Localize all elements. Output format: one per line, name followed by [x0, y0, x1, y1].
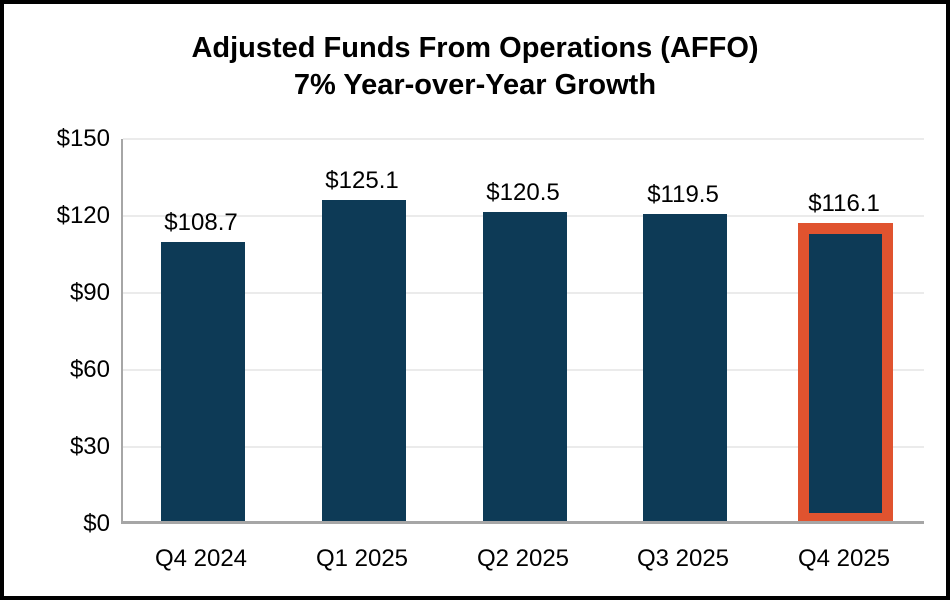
chart-title-line1: Adjusted Funds From Operations (AFFO)	[191, 32, 759, 64]
bar-q2-2025	[483, 212, 567, 521]
xtick-label-q4-2024: Q4 2024	[154, 545, 248, 572]
bar-q3-2025	[643, 214, 727, 521]
value-label-q4-2024: $108.7	[164, 209, 238, 236]
ytick-label-60: $60	[69, 356, 110, 383]
xtick-label-q1-2025: Q1 2025	[315, 545, 409, 572]
ytick-label-0: $0	[83, 510, 110, 537]
ytick-label-30: $30	[69, 433, 110, 460]
xtick-label-q4-2025: Q4 2025	[797, 545, 891, 572]
value-label-q3-2025: $119.5	[647, 181, 719, 208]
bar-highlighted-q4-2025	[798, 223, 893, 521]
ytick-label-90: $90	[69, 279, 110, 306]
bar-q4-2024	[161, 242, 245, 521]
value-label-q1-2025: $125.1	[325, 167, 399, 194]
value-label-q2-2025: $120.5	[486, 179, 560, 206]
plot-area	[121, 138, 924, 524]
xtick-label-q2-2025: Q2 2025	[476, 545, 570, 572]
bar-q1-2025	[322, 200, 406, 521]
gridline-150	[123, 138, 924, 140]
ytick-label-150: $150	[56, 125, 110, 152]
ytick-label-120: $120	[56, 202, 110, 229]
chart-title-line2: 7% Year-over-Year Growth	[293, 69, 657, 101]
chart-title: Adjusted Funds From Operations (AFFO) 7%…	[4, 30, 946, 104]
xtick-label-q3-2025: Q3 2025	[636, 545, 730, 572]
value-label-q4-2025: $116.1	[808, 190, 880, 217]
